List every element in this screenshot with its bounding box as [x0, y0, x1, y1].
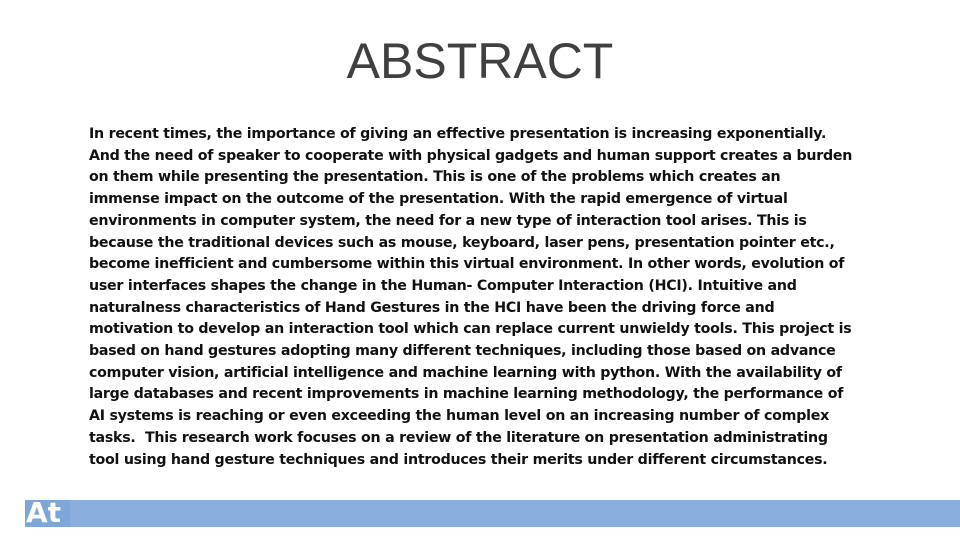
- abstract-line: tasks. This research work focuses on a r…: [89, 429, 828, 446]
- abstract-line: naturalness characteristics of Hand Gest…: [89, 299, 775, 316]
- slide-title: ABSTRACT: [346, 33, 614, 89]
- abstract-line: user interfaces shapes the change in the…: [89, 277, 797, 294]
- abstract-paragraph: In recent times, the importance of givin…: [89, 124, 879, 471]
- abstract-line: In recent times, the importance of givin…: [89, 126, 827, 142]
- abstract-line: motivation to develop an interaction too…: [89, 321, 852, 338]
- abstract-line: on them while presenting the presentatio…: [89, 169, 781, 186]
- abstract-line: immense impact on the outcome of the pre…: [89, 191, 788, 208]
- abstract-line: tool using hand gesture techniques and i…: [89, 451, 828, 468]
- footer-bar: [64, 500, 960, 527]
- abstract-line: because the traditional devices such as …: [89, 234, 835, 251]
- abstract-line: large databases and recent improvements …: [89, 386, 844, 403]
- footer-logo-text: At: [26, 500, 62, 527]
- abstract-line: computer vision, artificial intelligence…: [89, 364, 842, 381]
- abstract-line: And the need of speaker to cooperate wit…: [89, 147, 853, 164]
- abstract-line: AI systems is reaching or even exceeding…: [89, 408, 829, 425]
- abstract-line: become inefficient and cumbersome within…: [89, 256, 845, 273]
- abstract-line: based on hand gestures adopting many dif…: [89, 343, 836, 360]
- abstract-line: environments in computer system, the nee…: [89, 212, 807, 229]
- footer-logo: At: [25, 500, 70, 527]
